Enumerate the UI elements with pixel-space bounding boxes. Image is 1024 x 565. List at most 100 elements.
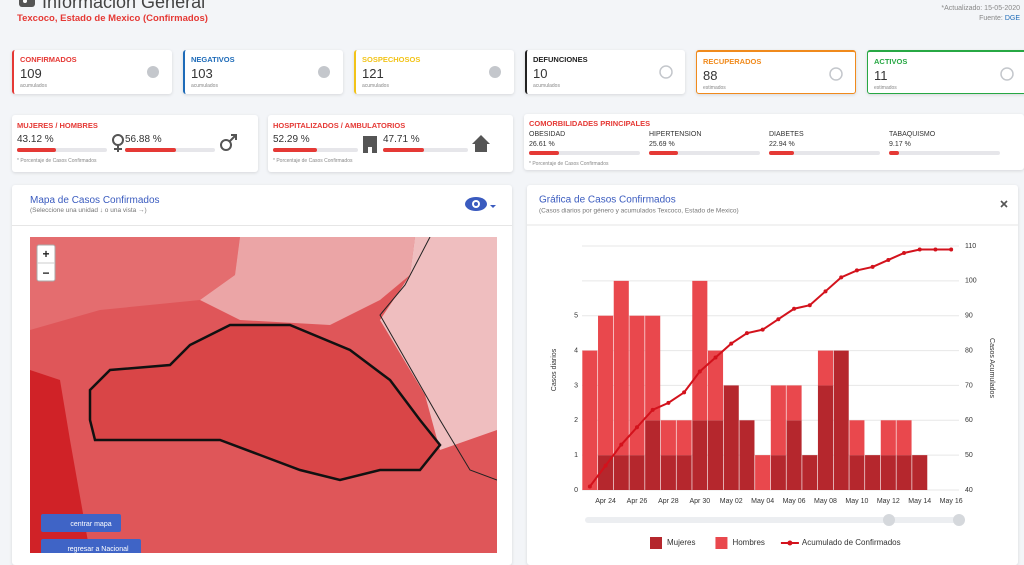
pct-bar <box>649 151 678 155</box>
pct-bar <box>769 151 795 155</box>
map-subtitle: (Seleccione una unidad ↓ o una vista →) <box>30 207 147 214</box>
pct-bar <box>529 151 559 155</box>
kpi-card: ACTIVOS 11 estimados <box>867 50 1024 94</box>
icon-shape <box>829 67 843 81</box>
kpi-label: SOSPECHOSOS <box>362 55 421 64</box>
y2-tick-label: 70 <box>965 382 973 389</box>
y2-tick-label: 40 <box>965 487 973 494</box>
kpi-note: acumulados <box>362 83 389 89</box>
comorbidity-name: HIPERTENSION <box>649 131 702 138</box>
kpi-card: DEFUNCIONES 10 acumulados <box>525 50 685 94</box>
line-point <box>713 355 718 360</box>
y2-axis-label: Casos Acumulados <box>988 338 995 398</box>
scroll-handle[interactable] <box>883 514 895 526</box>
kpi-note: estimados <box>703 85 726 91</box>
center-button[interactable] <box>41 514 121 532</box>
view-toggle[interactable] <box>464 195 498 215</box>
bar <box>755 455 771 490</box>
kpi-value: 103 <box>191 66 213 81</box>
icon <box>363 136 377 153</box>
close-button[interactable] <box>1000 200 1008 208</box>
page: Información General Texcoco, Estado de M… <box>12 0 1024 565</box>
bar <box>582 350 598 490</box>
icon-shape <box>229 134 237 142</box>
source-link[interactable]: DGE <box>1004 15 1020 22</box>
pct-bar <box>383 148 424 152</box>
zoom-out[interactable]: − <box>42 266 49 280</box>
line-point <box>619 442 624 447</box>
map-border <box>379 237 497 481</box>
bar <box>786 420 802 490</box>
pct-bar <box>17 148 56 152</box>
bar <box>660 420 676 456</box>
comorbidity-pct: 25.69 % <box>649 141 675 148</box>
comorbidity-pct: 9.17 % <box>889 141 911 148</box>
pct-track <box>649 151 760 155</box>
line-point <box>697 369 702 374</box>
kpi-value: 10 <box>533 66 548 81</box>
kpi-note: acumulados <box>20 83 47 89</box>
y-tick-label: 1 <box>574 452 578 459</box>
map-region[interactable] <box>200 237 415 325</box>
source-label: Fuente: <box>979 15 1003 22</box>
kpi-card: SOSPECHOSOS 121 acumulados <box>354 50 514 94</box>
line-point <box>634 425 639 430</box>
y2-tick-label: 100 <box>965 278 977 285</box>
card-note: * Porcentaje de Casos Confirmados <box>17 158 97 164</box>
bar <box>613 280 629 456</box>
y2-tick-label: 60 <box>965 417 973 424</box>
chart: Gráfica de Casos Confirmados (Casos diar… <box>527 195 1018 549</box>
map-selected-region[interactable] <box>88 323 442 482</box>
x-tick-label: May 04 <box>751 498 774 505</box>
national-button-label[interactable]: regresar a Nacional <box>67 546 129 553</box>
national-button[interactable] <box>41 539 141 553</box>
kpi-label: DEFUNCIONES <box>533 55 588 64</box>
bar <box>723 385 739 490</box>
center-button-label[interactable]: centrar mapa <box>70 521 111 528</box>
bar <box>770 455 786 490</box>
comorbidity-pct: 22.94 % <box>769 141 795 148</box>
bar <box>629 455 645 490</box>
x-tick-label: May 02 <box>720 498 743 505</box>
line-point <box>902 250 907 255</box>
map-region[interactable] <box>380 237 497 450</box>
line-point <box>886 257 891 262</box>
comorbidity-pct: 26.61 % <box>529 141 555 148</box>
icon-shape <box>363 136 377 153</box>
map-region[interactable] <box>30 370 90 553</box>
y-axis-label: Casos diarios <box>551 348 558 391</box>
comorbidities-card: COMORBILIDADES PRINCIPALES OBESIDAD 26.61 … <box>524 114 1024 170</box>
icon-shape <box>147 66 159 78</box>
line-point <box>650 407 655 412</box>
map-region[interactable] <box>30 237 240 330</box>
bar <box>833 350 849 490</box>
kpi-label: CONFIRMADOS <box>20 55 77 64</box>
kpi-note: estimados <box>874 85 897 91</box>
pct-track <box>383 148 468 152</box>
pct-track <box>17 148 107 152</box>
bar <box>786 385 802 421</box>
pct-track <box>529 151 640 155</box>
kpi-card: NEGATIVOS 103 acumulados <box>183 50 343 94</box>
bar <box>707 350 724 421</box>
line-point <box>682 390 687 395</box>
kpi-note: acumulados <box>191 83 218 89</box>
chart-title: Gráfica de Casos Confirmados <box>539 195 676 206</box>
map[interactable]: + − centrar mapa regresar a Nacional <box>30 237 497 553</box>
x-tick-label: May 14 <box>908 498 931 505</box>
chart-subtitle: (Casos diarios por género y acumulados T… <box>539 208 739 215</box>
kpi-icon <box>829 67 843 81</box>
pct-label: 56.88 % <box>125 134 162 145</box>
bar <box>707 420 724 490</box>
kpi-label: RECUPERADOS <box>703 57 762 66</box>
zoom-in[interactable]: + <box>42 247 49 261</box>
legend-label: Hombres <box>732 538 764 547</box>
scroll-handle[interactable] <box>953 514 965 526</box>
legend-swatch <box>715 537 728 549</box>
y2-tick-label: 50 <box>965 452 973 459</box>
kpi-card: CONFIRMADOS 109 acumulados <box>12 50 172 94</box>
line-point <box>917 247 922 252</box>
bar <box>692 280 708 421</box>
gender-card: MUJERES / HOMBRES 43.12 % 56.88 % * Porcent… <box>12 115 258 172</box>
bar <box>849 420 865 456</box>
